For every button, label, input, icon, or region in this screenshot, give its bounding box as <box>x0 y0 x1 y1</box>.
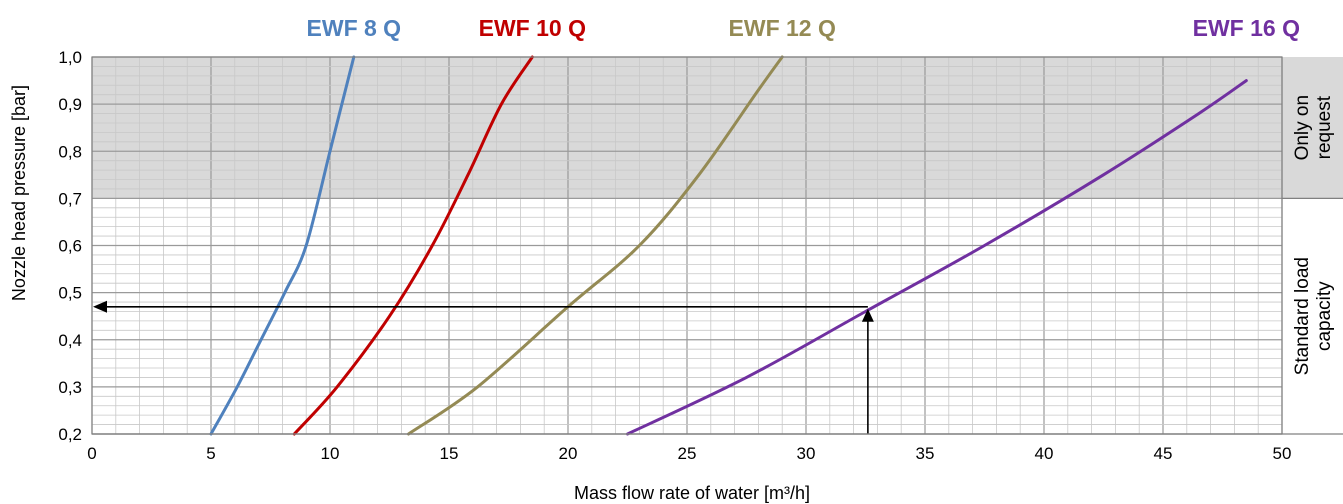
series-line-ewf-8-q <box>209 55 356 436</box>
x-tick-label: 15 <box>440 444 459 463</box>
region-labels: Only onrequest Standard loadcapacity <box>1292 95 1335 375</box>
x-tick-label: 25 <box>678 444 697 463</box>
x-tick-label: 30 <box>797 444 816 463</box>
y-tick-label: 0,9 <box>58 95 82 114</box>
x-tick-label: 5 <box>206 444 215 463</box>
y-tick-label: 0,5 <box>58 284 82 303</box>
series-labels: EWF 8 Q EWF 10 Q EWF 12 Q EWF 16 Q <box>307 15 1300 41</box>
region-label-1: Standard loadcapacity <box>1292 257 1335 375</box>
series-line-ewf-16-q <box>626 79 1248 436</box>
series-label-ewf-12-q: EWF 12 Q <box>729 15 836 41</box>
grid-lines <box>91 56 1283 435</box>
x-tick-labels: 0 5 10 15 20 25 30 35 40 45 50 <box>87 444 1291 463</box>
y-tick-label: 0,8 <box>58 142 82 161</box>
horizontal-arrowhead <box>93 300 107 313</box>
x-tick-label: 10 <box>321 444 340 463</box>
x-tick-label: 50 <box>1273 444 1292 463</box>
x-tick-label: 40 <box>1035 444 1054 463</box>
y-tick-label: 0,4 <box>58 331 82 350</box>
y-axis-label: Nozzle head pressure [bar] <box>9 85 29 301</box>
x-tick-label: 45 <box>1154 444 1173 463</box>
y-tick-label: 0,7 <box>58 189 82 208</box>
y-tick-label: 0,6 <box>58 237 82 256</box>
plot-frame <box>91 56 1343 435</box>
x-tick-label: 35 <box>916 444 935 463</box>
region-band-0 <box>92 57 1343 199</box>
region-label-0: Only onrequest <box>1292 95 1335 160</box>
series-line-ewf-12-q <box>407 55 784 436</box>
region-band-1 <box>92 198 1343 434</box>
y-tick-label: 0,3 <box>58 378 82 397</box>
x-tick-label: 20 <box>559 444 578 463</box>
series-line-ewf-10-q <box>292 55 534 436</box>
series-label-ewf-8-q: EWF 8 Q <box>307 15 402 41</box>
x-axis-label: Mass flow rate of water [m³/h] <box>574 483 810 503</box>
series-curves <box>209 55 1248 436</box>
y-tick-labels: 0,2 0,3 0,4 0,5 0,6 0,7 0,8 0,9 1,0 <box>58 48 82 444</box>
y-tick-label: 1,0 <box>58 48 82 67</box>
x-tick-label: 0 <box>87 444 96 463</box>
vertical-arrowhead <box>861 308 874 322</box>
series-label-ewf-10-q: EWF 10 Q <box>479 15 586 41</box>
reading-arrows <box>93 300 874 434</box>
series-label-ewf-16-q: EWF 16 Q <box>1193 15 1300 41</box>
region-backgrounds <box>92 57 1343 434</box>
y-tick-label: 0,2 <box>58 425 82 444</box>
